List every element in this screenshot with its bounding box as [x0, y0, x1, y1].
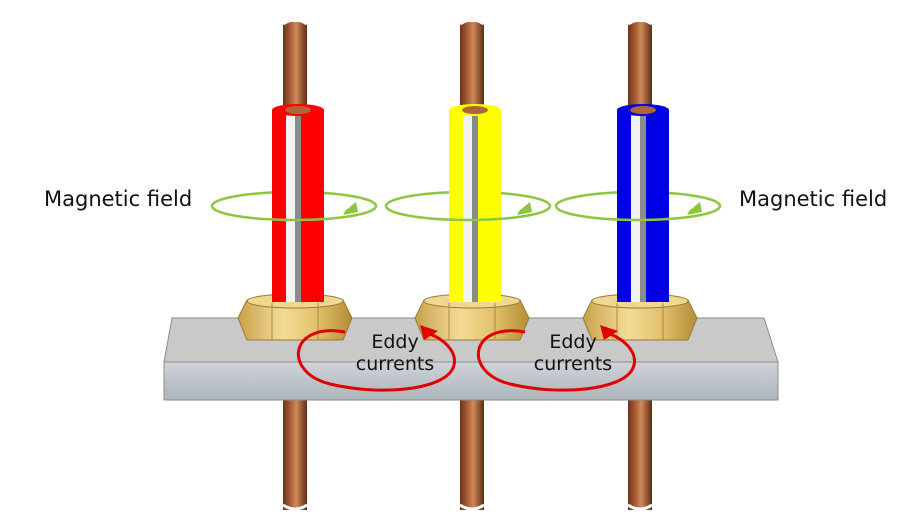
- magnetic-field-label-right: Magnetic field: [739, 187, 888, 211]
- field-ring-1: [210, 205, 378, 222]
- field-arrow-1: [343, 202, 358, 215]
- upper-conductors: [272, 18, 669, 302]
- lower-rods: [282, 398, 653, 511]
- plate-front-face: [163, 361, 779, 401]
- magnetic-field-label-left: Magnetic field: [44, 187, 193, 211]
- field-ring-2: [384, 205, 552, 222]
- rod-lower-2: [460, 398, 484, 510]
- field-ring-3: [554, 205, 722, 222]
- rod-lower-3: [628, 398, 652, 510]
- eddy-loops: [296, 329, 636, 392]
- eddy-loop-2: [476, 329, 636, 392]
- field-arrow-2: [517, 202, 532, 215]
- eddy-arrowheads: [420, 325, 618, 340]
- field-arrowheads: [343, 202, 702, 215]
- field-rings-front: [210, 205, 722, 222]
- rod-lower-1: [283, 398, 307, 510]
- eddy-arrow-1: [420, 325, 438, 340]
- eddy-arrow-2: [600, 325, 618, 340]
- conductor-3: [617, 18, 669, 302]
- eddy-label-1-line1: Eddy: [371, 331, 419, 353]
- field-arrow-3: [687, 202, 702, 215]
- eddy-loop-1: [296, 329, 456, 392]
- eddy-currents-label-1: Eddy currents: [352, 331, 438, 376]
- conductor-2: [449, 18, 501, 302]
- conductor-1: [272, 18, 324, 302]
- eddy-label-2-line1: Eddy: [549, 331, 597, 353]
- eddy-label-1-line2: currents: [355, 352, 435, 375]
- eddy-label-2-line2: currents: [533, 352, 613, 375]
- eddy-currents-label-2: Eddy currents: [528, 331, 618, 376]
